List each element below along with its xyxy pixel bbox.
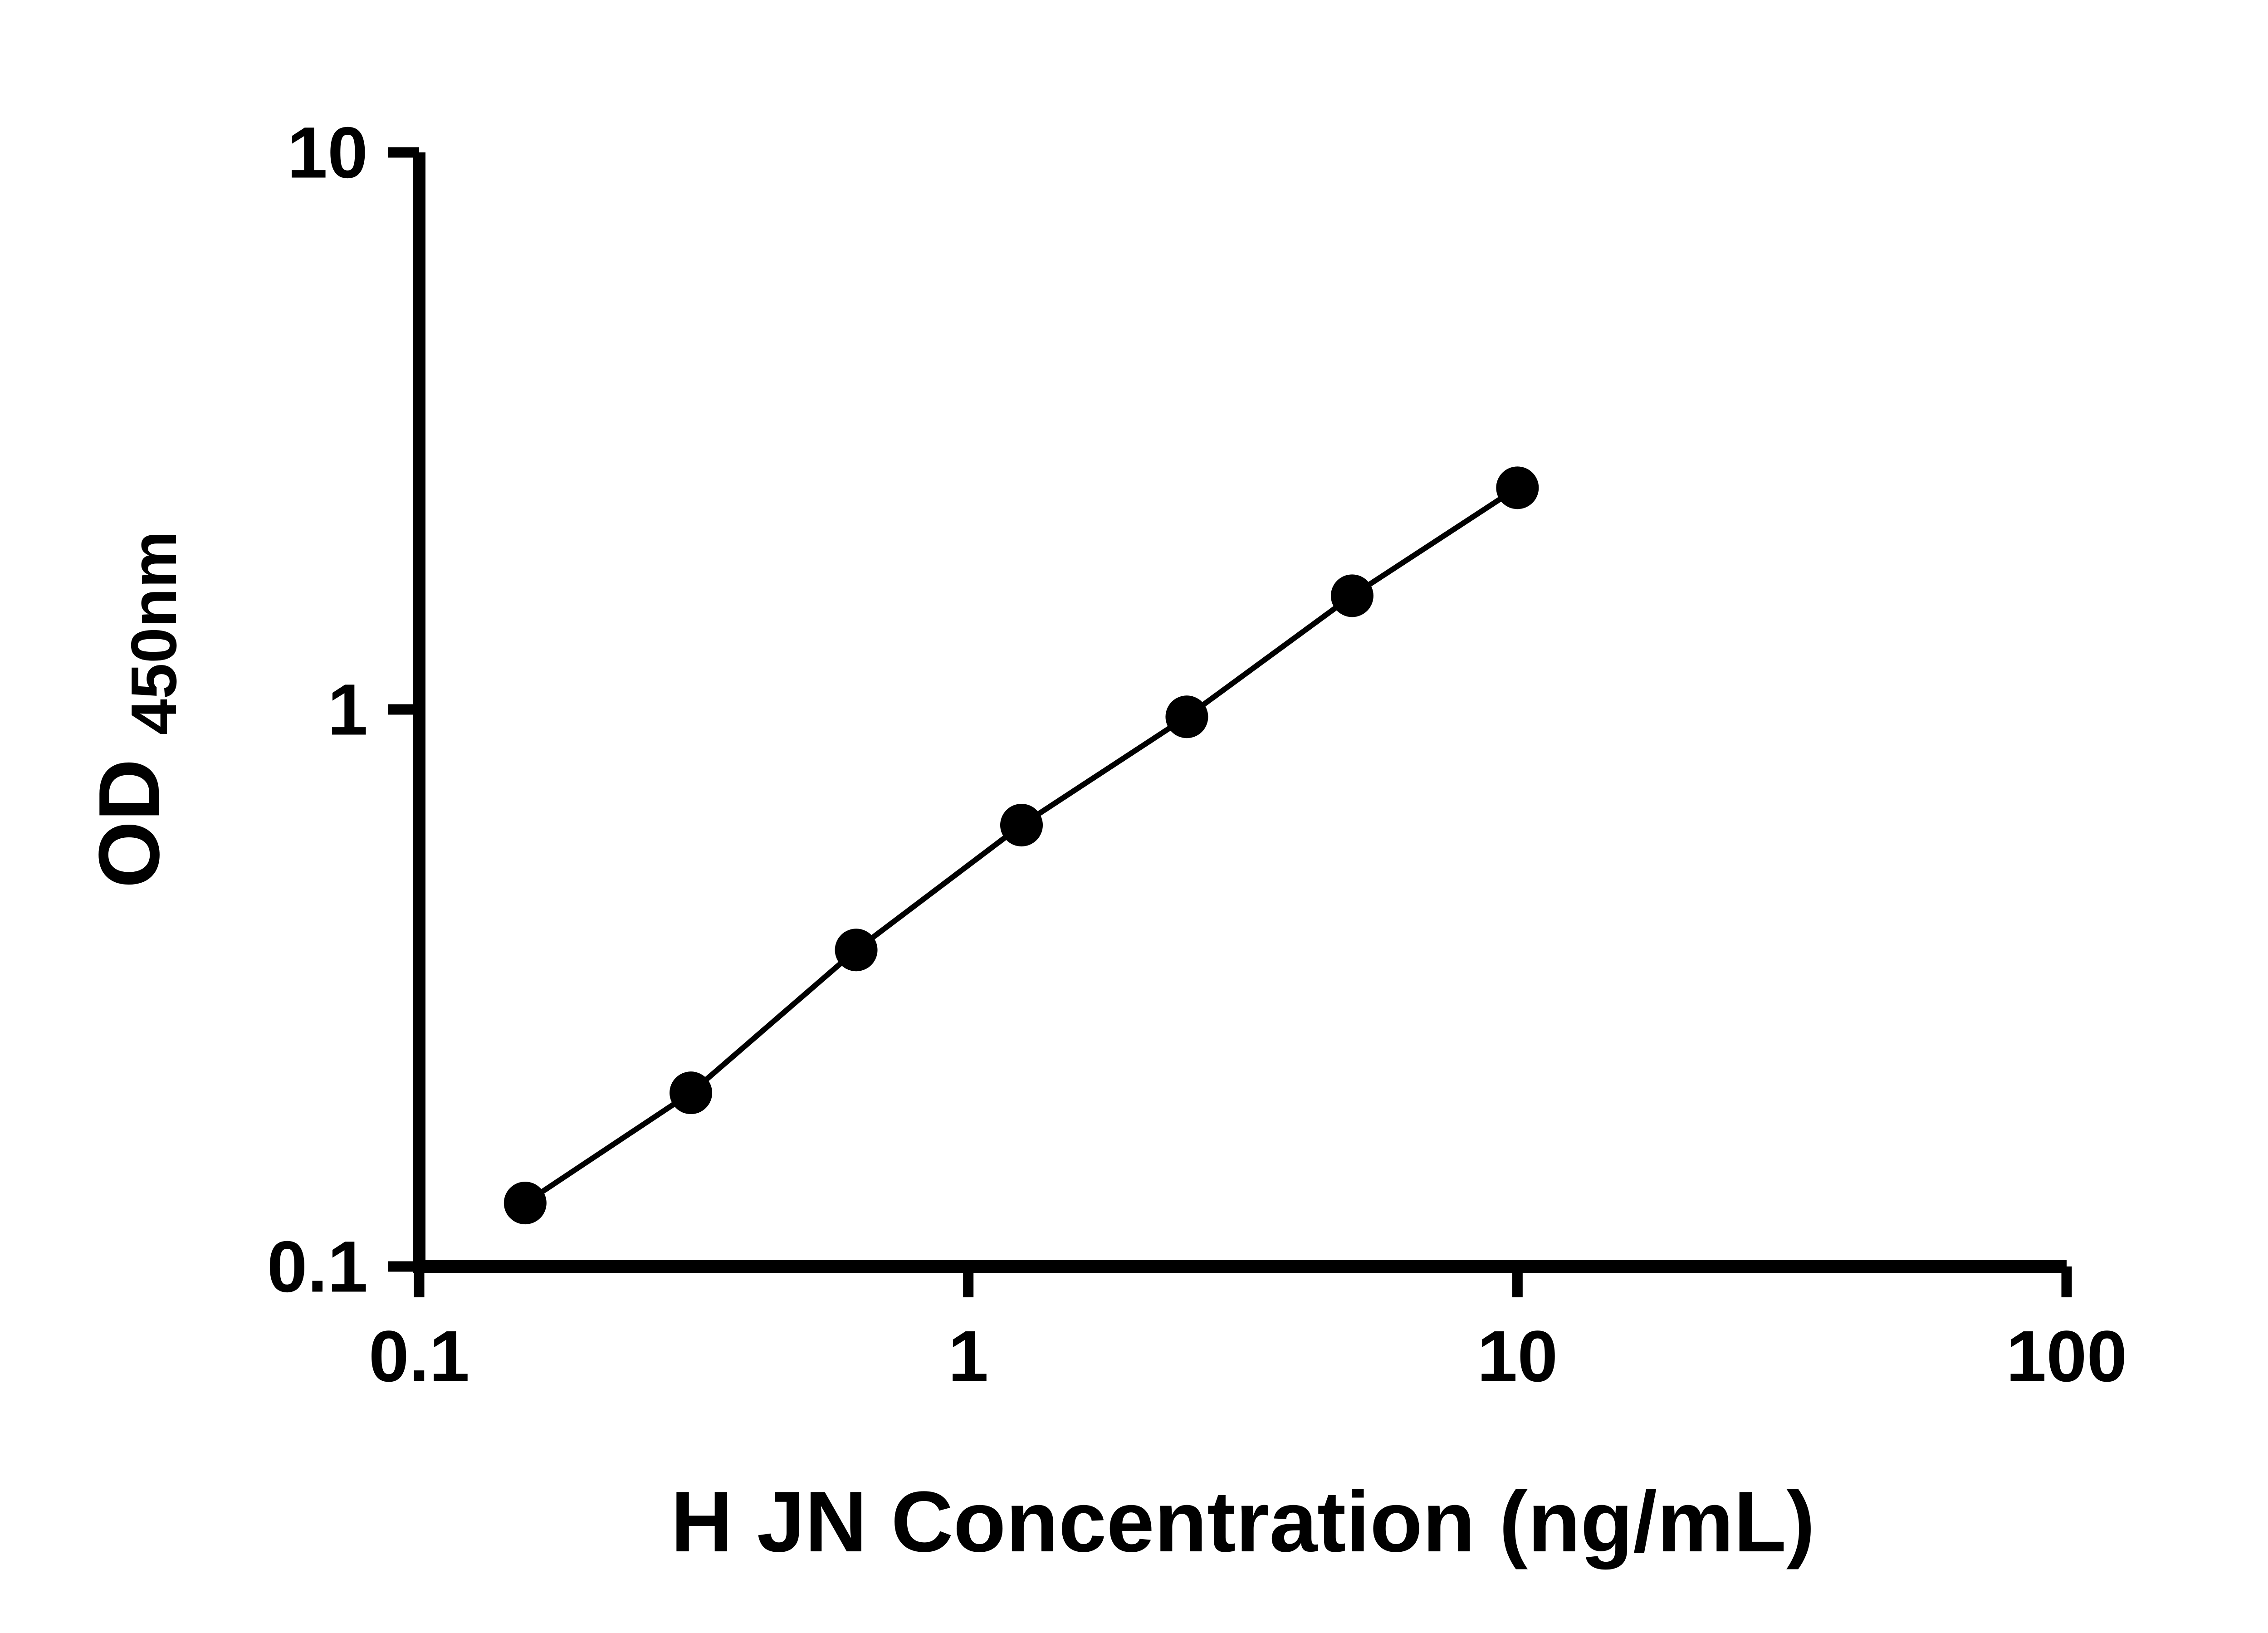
plot-area: 0.1 1 10 100 0.1 1 10 bbox=[267, 112, 2127, 1397]
x-axis-label: H JN Concentration (ng/mL) bbox=[671, 1474, 1815, 1570]
x-tick-label: 0.1 bbox=[369, 1315, 469, 1397]
y-tick-label: 10 bbox=[287, 112, 368, 193]
data-point bbox=[503, 1182, 547, 1225]
data-point bbox=[1330, 574, 1374, 617]
x-tick-label: 10 bbox=[1477, 1315, 1558, 1397]
y-axis-label: OD 450nm bbox=[81, 531, 190, 888]
data-point bbox=[1000, 803, 1043, 846]
axis-spines bbox=[413, 152, 2067, 1273]
x-tick-label: 100 bbox=[2006, 1315, 2127, 1397]
y-tick-label: 1 bbox=[327, 669, 368, 750]
y-axis-label-main: OD bbox=[81, 759, 177, 888]
data-point bbox=[1165, 695, 1208, 738]
x-tick-label: 1 bbox=[948, 1315, 988, 1397]
y-tick-label: 0.1 bbox=[267, 1226, 368, 1307]
y-axis-label-sub: 450nm bbox=[118, 531, 190, 735]
data-point bbox=[835, 929, 878, 972]
data-point bbox=[670, 1071, 713, 1115]
data-point bbox=[1496, 466, 1539, 509]
